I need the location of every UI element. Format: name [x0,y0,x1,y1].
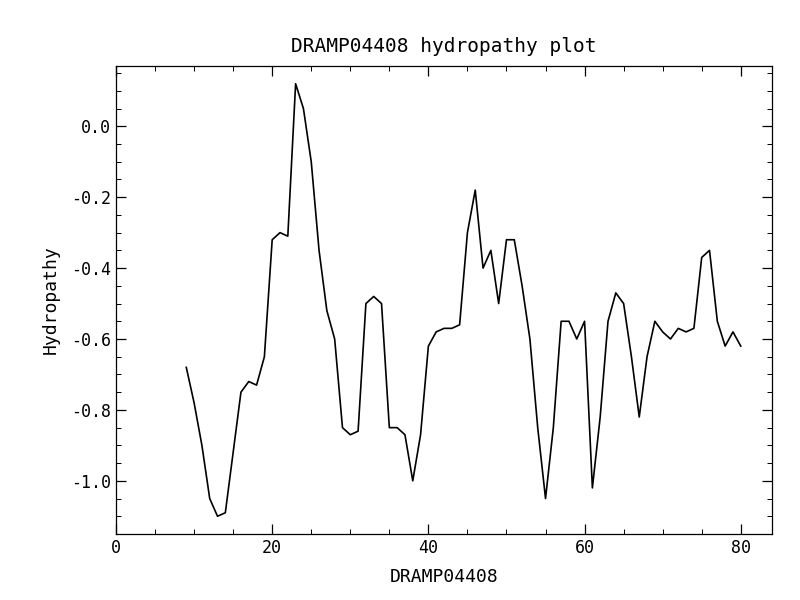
Y-axis label: Hydropathy: Hydropathy [42,245,60,355]
X-axis label: DRAMP04408: DRAMP04408 [390,568,498,586]
Title: DRAMP04408 hydropathy plot: DRAMP04408 hydropathy plot [291,37,597,56]
